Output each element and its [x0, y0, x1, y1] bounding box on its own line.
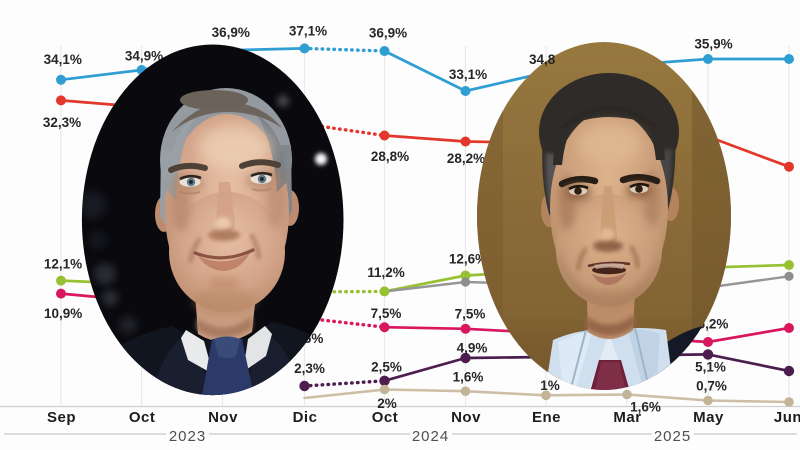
svg-text:12,6%: 12,6%: [449, 252, 487, 267]
svg-text:1%: 1%: [540, 378, 560, 393]
svg-text:1,6%: 1,6%: [630, 400, 661, 415]
svg-text:28,8%: 28,8%: [371, 149, 409, 164]
svg-text:Nov: Nov: [208, 409, 238, 426]
svg-text:7,5%: 7,5%: [455, 307, 486, 322]
svg-text:Jun: Jun: [774, 409, 800, 426]
svg-text:10,9%: 10,9%: [44, 306, 82, 321]
svg-text:34,1%: 34,1%: [44, 52, 82, 67]
svg-text:11,2%: 11,2%: [367, 265, 405, 280]
svg-text:2025: 2025: [654, 428, 691, 445]
svg-text:12,1%: 12,1%: [44, 257, 82, 272]
svg-text:32,3%: 32,3%: [43, 115, 81, 130]
svg-text:1,6%: 1,6%: [453, 370, 484, 385]
svg-text:Oct: Oct: [129, 409, 156, 426]
svg-text:Mar: Mar: [613, 409, 641, 426]
svg-text:4,9%: 4,9%: [457, 341, 488, 356]
svg-text:34,8: 34,8: [529, 52, 556, 67]
svg-text:5,1%: 5,1%: [695, 360, 726, 375]
svg-text:Oct: Oct: [372, 409, 399, 426]
svg-text:Nov: Nov: [451, 409, 481, 426]
svg-text:36,9%: 36,9%: [212, 25, 250, 40]
svg-text:7,5%: 7,5%: [371, 306, 402, 321]
svg-text:2,5%: 2,5%: [371, 360, 402, 375]
svg-text:2,3%: 2,3%: [294, 361, 325, 376]
svg-text:37,1%: 37,1%: [289, 24, 327, 39]
svg-text:0,7%: 0,7%: [696, 379, 727, 394]
svg-text:May: May: [693, 409, 724, 426]
svg-text:34,9%: 34,9%: [125, 49, 163, 64]
svg-text:Ene: Ene: [532, 409, 561, 426]
svg-text:28,2%: 28,2%: [447, 151, 485, 166]
svg-text:2%: 2%: [377, 396, 397, 411]
svg-text:Sep: Sep: [47, 409, 76, 426]
svg-text:Dic: Dic: [293, 409, 318, 426]
svg-text:2024: 2024: [412, 428, 449, 445]
svg-text:35,9%: 35,9%: [694, 37, 732, 52]
svg-text:2023: 2023: [169, 428, 206, 445]
svg-text:36,9%: 36,9%: [369, 26, 407, 41]
svg-text:33,1%: 33,1%: [449, 67, 487, 82]
